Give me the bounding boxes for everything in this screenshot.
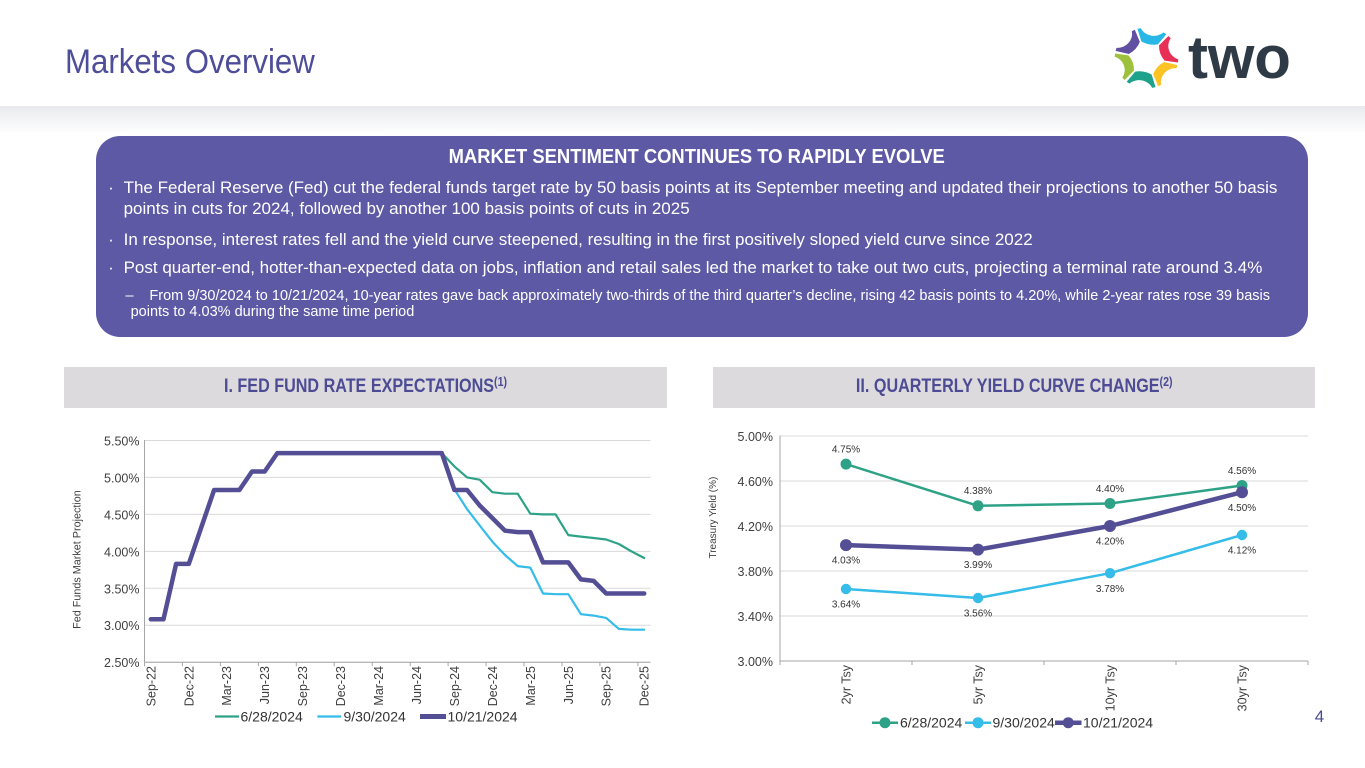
svg-text:6/28/2024: 6/28/2024	[241, 709, 303, 725]
svg-text:3.99%: 3.99%	[964, 560, 992, 571]
svg-text:5.50%: 5.50%	[104, 435, 139, 449]
svg-text:10yr Tsy: 10yr Tsy	[1104, 664, 1118, 711]
svg-text:Sep-25: Sep-25	[600, 666, 614, 706]
svg-text:Jun-24: Jun-24	[410, 666, 424, 704]
svg-text:Dec-24: Dec-24	[486, 666, 500, 706]
svg-text:Mar-25: Mar-25	[524, 666, 538, 706]
svg-text:10/21/2024: 10/21/2024	[448, 709, 518, 725]
svg-text:4.60%: 4.60%	[738, 475, 773, 489]
svg-text:3.56%: 3.56%	[964, 609, 992, 620]
svg-text:4.75%: 4.75%	[832, 445, 860, 456]
svg-text:4.20%: 4.20%	[1096, 537, 1124, 548]
svg-text:4.56%: 4.56%	[1228, 466, 1256, 477]
svg-text:4.50%: 4.50%	[1228, 503, 1256, 514]
svg-text:5yr Tsy: 5yr Tsy	[972, 664, 986, 704]
svg-text:3.40%: 3.40%	[738, 610, 773, 624]
svg-text:3.78%: 3.78%	[1096, 584, 1124, 595]
svg-text:2yr Tsy: 2yr Tsy	[840, 664, 854, 704]
svg-text:Sep-23: Sep-23	[296, 666, 310, 706]
svg-text:Fed Funds Market Projection: Fed Funds Market Projection	[72, 490, 84, 629]
svg-text:4.40%: 4.40%	[1096, 484, 1124, 495]
svg-text:4.03%: 4.03%	[832, 556, 860, 567]
svg-text:3.00%: 3.00%	[738, 655, 773, 669]
svg-text:Jun-23: Jun-23	[258, 666, 272, 704]
svg-text:3.64%: 3.64%	[832, 600, 860, 611]
svg-text:5.00%: 5.00%	[104, 471, 139, 485]
svg-text:4.38%: 4.38%	[964, 486, 992, 497]
svg-text:Sep-22: Sep-22	[144, 666, 158, 706]
svg-text:Sep-24: Sep-24	[448, 666, 462, 706]
svg-text:4.50%: 4.50%	[104, 508, 139, 522]
svg-text:Treasury Yield (%): Treasury Yield (%)	[708, 477, 719, 559]
svg-text:2.50%: 2.50%	[104, 656, 139, 670]
svg-text:10/21/2024: 10/21/2024	[1083, 715, 1153, 731]
svg-text:5.00%: 5.00%	[738, 430, 773, 444]
svg-text:9/30/2024: 9/30/2024	[344, 709, 406, 725]
svg-text:Mar-23: Mar-23	[220, 666, 234, 706]
svg-text:Mar-24: Mar-24	[372, 666, 386, 706]
svg-text:Dec-22: Dec-22	[182, 666, 196, 706]
svg-text:3.80%: 3.80%	[738, 565, 773, 579]
svg-text:4.00%: 4.00%	[104, 545, 139, 559]
svg-text:30yr Tsy: 30yr Tsy	[1236, 664, 1250, 711]
svg-text:Jun-25: Jun-25	[562, 666, 576, 704]
svg-text:9/30/2024: 9/30/2024	[993, 715, 1055, 731]
svg-text:6/28/2024: 6/28/2024	[900, 715, 962, 731]
svg-text:3.00%: 3.00%	[104, 619, 139, 633]
svg-text:Dec-25: Dec-25	[638, 666, 652, 706]
svg-text:3.50%: 3.50%	[104, 582, 139, 596]
svg-text:4.20%: 4.20%	[738, 520, 773, 534]
svg-text:4.12%: 4.12%	[1228, 546, 1256, 557]
svg-text:Dec-23: Dec-23	[334, 666, 348, 706]
